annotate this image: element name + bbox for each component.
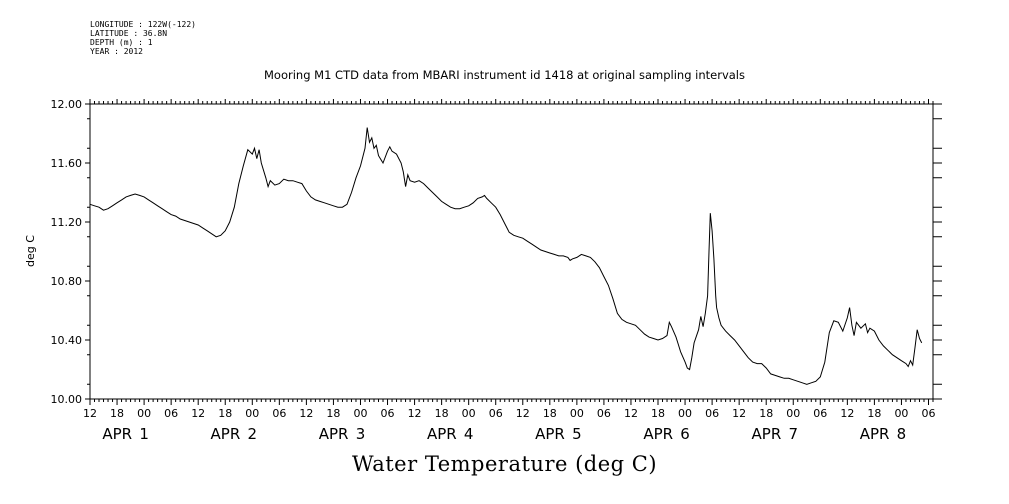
day-month-label: APR <box>319 425 349 443</box>
y-tick-label: 11.60 <box>51 157 83 170</box>
day-number-label: 8 <box>897 425 907 443</box>
day-month-label: APR <box>211 425 241 443</box>
day-number-label: 5 <box>572 425 582 443</box>
x-tick-label: 12 <box>408 407 422 420</box>
x-tick-label: 06 <box>921 407 935 420</box>
day-month-label: APR <box>427 425 457 443</box>
x-axis-label: Water Temperature (deg C) <box>351 452 658 476</box>
y-tick-label: 11.20 <box>51 216 83 229</box>
x-tick-label: 12 <box>516 407 530 420</box>
series-line <box>89 127 923 385</box>
x-tick-label: 12 <box>299 407 313 420</box>
x-tick-label: 12 <box>840 407 854 420</box>
metadata-block: LONGITUDE : 122W(-122) LATITUDE : 36.8N … <box>90 20 196 56</box>
y-axis: 10.00 10.40 10.80 11.20 11.60 12.00 <box>51 98 942 406</box>
day-number-label: 3 <box>356 425 366 443</box>
day-number-label: 1 <box>139 425 149 443</box>
x-tick-label: 00 <box>786 407 800 420</box>
day-month-label: APR <box>752 425 782 443</box>
y-tick-label: 12.00 <box>51 98 83 111</box>
x-tick-label: 06 <box>381 407 395 420</box>
x-tick-label: 18 <box>110 407 124 420</box>
x-tick-label: 12 <box>191 407 205 420</box>
x-tick-label: 06 <box>597 407 611 420</box>
day-month-label: APR <box>535 425 565 443</box>
x-tick-label: 00 <box>353 407 367 420</box>
meta-depth: DEPTH (m) : 1 <box>90 38 153 47</box>
y-tick-label: 10.40 <box>51 334 83 347</box>
x-tick-label: 18 <box>651 407 665 420</box>
y-tick-label: 10.80 <box>51 275 83 288</box>
day-month-label: APR <box>860 425 890 443</box>
x-tick-label: 18 <box>759 407 773 420</box>
x-tick-label: 12 <box>83 407 97 420</box>
x-tick-label: 18 <box>867 407 881 420</box>
x-tick-label: 00 <box>137 407 151 420</box>
plot-frame <box>89 103 934 400</box>
day-month-label: APR <box>643 425 673 443</box>
chart-title: Mooring M1 CTD data from MBARI instrumen… <box>264 68 745 82</box>
meta-longitude: LONGITUDE : 122W(-122) <box>90 20 196 29</box>
x-tick-label: 00 <box>678 407 692 420</box>
day-month-label: APR <box>102 425 132 443</box>
x-tick-label: 18 <box>326 407 340 420</box>
minor-tick-group <box>89 99 934 405</box>
x-axis: 12 18 00 06 12 18 00 06 12 18 00 06 12 18 00 06 12 18 00 06… <box>83 407 935 443</box>
x-tick-label: 12 <box>732 407 746 420</box>
x-tick-label: 00 <box>245 407 259 420</box>
x-tick-label: 00 <box>570 407 584 420</box>
x-tick-label: 18 <box>218 407 232 420</box>
x-tick-label: 06 <box>489 407 503 420</box>
meta-year: YEAR : 2012 <box>90 47 143 56</box>
y-axis-label: deg C <box>24 235 37 267</box>
x-tick-label: 18 <box>435 407 449 420</box>
y-tick-label: 10.00 <box>51 393 83 406</box>
x-tick-label: 00 <box>894 407 908 420</box>
x-tick-label: 00 <box>462 407 476 420</box>
x-tick-label: 06 <box>705 407 719 420</box>
x-tick-label: 18 <box>543 407 557 420</box>
day-number-label: 2 <box>248 425 258 443</box>
x-tick-label: 12 <box>624 407 638 420</box>
x-tick-label: 06 <box>813 407 827 420</box>
x-tick-label: 06 <box>164 407 178 420</box>
day-number-label: 4 <box>464 425 474 443</box>
day-number-label: 7 <box>788 425 798 443</box>
x-tick-label: 06 <box>272 407 286 420</box>
meta-latitude: LATITUDE : 36.8N <box>90 29 168 38</box>
day-number-label: 6 <box>680 425 690 443</box>
